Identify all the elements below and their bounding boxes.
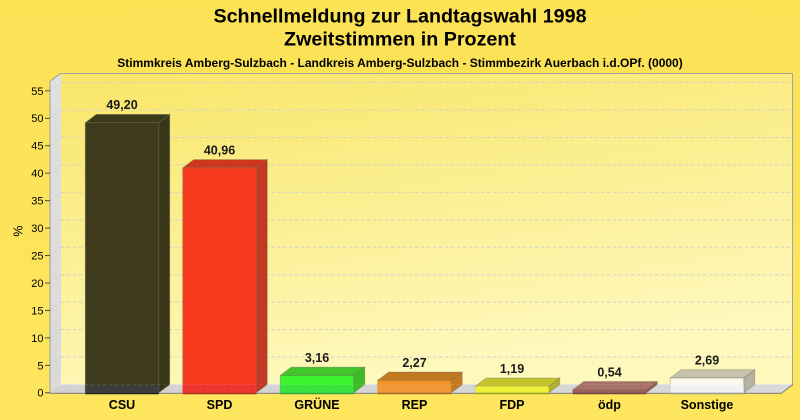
svg-text:Sonstige: Sonstige [681,398,734,412]
svg-text:2,69: 2,69 [695,354,719,368]
svg-text:5: 5 [37,360,43,372]
svg-text:15: 15 [31,305,43,317]
svg-text:0: 0 [37,388,43,400]
svg-text:FDP: FDP [500,398,525,412]
svg-text:25: 25 [31,250,43,262]
svg-text:10: 10 [31,333,43,345]
svg-text:49,20: 49,20 [106,98,137,112]
svg-text:Stimmkreis Amberg-Sulzbach - L: Stimmkreis Amberg-Sulzbach - Landkreis A… [117,56,682,70]
svg-text:GRÜNE: GRÜNE [294,397,339,412]
svg-text:REP: REP [402,398,428,412]
svg-text:55: 55 [31,86,43,98]
svg-text:3,16: 3,16 [305,351,329,365]
svg-text:SPD: SPD [207,398,233,412]
svg-text:1,19: 1,19 [500,362,524,376]
svg-text:CSU: CSU [109,398,135,412]
svg-text:40: 40 [31,168,43,180]
svg-text:2,27: 2,27 [402,356,426,370]
svg-text:20: 20 [31,278,43,290]
svg-text:Zweitstimmen in Prozent: Zweitstimmen in Prozent [284,29,516,51]
svg-text:Schnellmeldung zur Landtagswah: Schnellmeldung zur Landtagswahl 1998 [213,6,586,28]
svg-text:35: 35 [31,196,43,208]
svg-text:40,96: 40,96 [204,143,235,157]
svg-text:ödp: ödp [598,398,621,412]
svg-text:30: 30 [31,223,43,235]
svg-text:0,54: 0,54 [597,365,621,379]
svg-text:%: % [12,225,26,236]
svg-text:50: 50 [31,113,43,125]
svg-text:45: 45 [31,141,43,153]
